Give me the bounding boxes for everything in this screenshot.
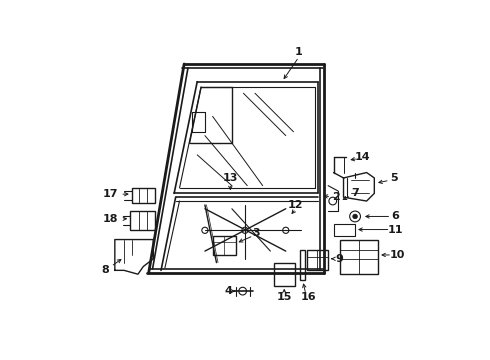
- Text: 1: 1: [295, 48, 303, 58]
- Text: 5: 5: [390, 173, 397, 183]
- Text: 6: 6: [391, 211, 399, 221]
- Text: 2: 2: [332, 192, 340, 202]
- Text: 3: 3: [253, 228, 260, 238]
- Circle shape: [353, 214, 357, 219]
- Text: 7: 7: [351, 188, 359, 198]
- Text: 16: 16: [301, 292, 317, 302]
- Text: 18: 18: [102, 214, 118, 224]
- Text: 17: 17: [102, 189, 118, 199]
- Text: 14: 14: [355, 152, 370, 162]
- Text: 15: 15: [276, 292, 292, 302]
- Text: 9: 9: [336, 254, 343, 264]
- Text: 10: 10: [390, 250, 405, 260]
- Text: 8: 8: [101, 265, 109, 275]
- Text: 13: 13: [222, 173, 238, 183]
- Text: 11: 11: [388, 225, 403, 235]
- Text: 12: 12: [288, 200, 303, 210]
- Text: 4: 4: [224, 286, 232, 296]
